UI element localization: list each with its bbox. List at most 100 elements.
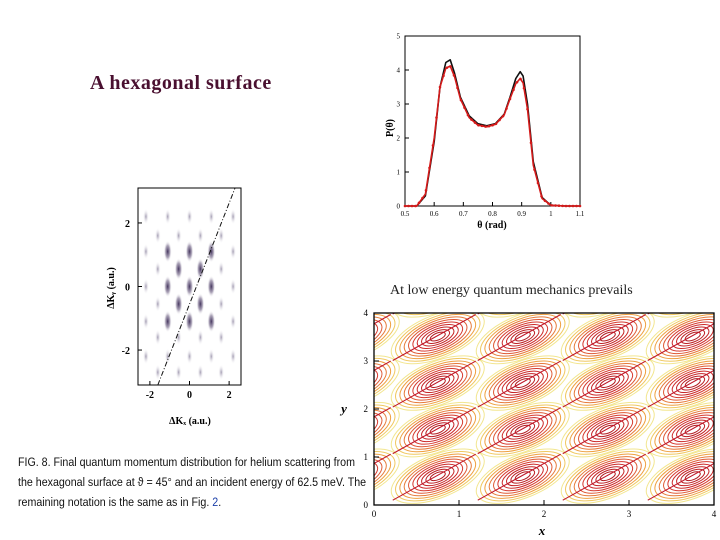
- contour-line: [578, 458, 638, 494]
- map-peak: [164, 208, 171, 225]
- p1-x-tick-label: 0.5: [401, 210, 410, 218]
- contour-line: [416, 370, 459, 396]
- map-peak: [185, 275, 194, 298]
- contour-x-axis-label: x: [538, 523, 546, 538]
- angular-distribution-chart: 0.5 0.6 0.7 0.8 0.9 1 1.1 0 1 2 3 4 5 P(θ) θ (rad): [385, 33, 585, 232]
- p1-series: [403, 59, 582, 208]
- contour-line: [493, 458, 553, 494]
- contour-line: [390, 355, 485, 411]
- map-peak: [142, 243, 149, 260]
- contour-line: [506, 326, 540, 347]
- contour-line: [374, 456, 387, 497]
- map-peak: [230, 313, 237, 330]
- contour-line: [663, 318, 714, 355]
- contour-line: [480, 313, 566, 362]
- p1-x-tick-label: 0.6: [430, 210, 439, 218]
- contour-line: [399, 453, 477, 499]
- separatrix-line: [374, 360, 392, 371]
- p1-data-point: [547, 202, 550, 205]
- contour-line: [334, 323, 372, 350]
- separatrix-line: [647, 416, 714, 455]
- contour-line: [663, 365, 714, 401]
- contour-line: [658, 409, 714, 450]
- p1-data-point: [449, 65, 452, 68]
- figure-caption: FIG. 8. Final quantum momentum distribut…: [18, 452, 366, 512]
- contour-line: [494, 305, 552, 311]
- contour-line: [586, 463, 629, 489]
- map-peak: [163, 240, 172, 263]
- contour-line: [480, 451, 566, 502]
- p1-data-point: [487, 124, 491, 128]
- p1-x-axis-label: θ (rad): [477, 220, 506, 231]
- contour-line: [374, 313, 396, 362]
- map-peak: [175, 227, 182, 244]
- map-y-tick-label: 2: [125, 219, 130, 230]
- map-blobs: [142, 208, 237, 381]
- contour-line: [560, 401, 655, 458]
- contour-line: [390, 448, 485, 504]
- contour-line: [680, 468, 706, 484]
- contour-line: [586, 417, 629, 443]
- contour-line: [421, 373, 455, 394]
- contour-y-tick-label: 2: [364, 404, 369, 414]
- caption-line-3-text: remaining notation is the same as in Fig…: [18, 495, 213, 509]
- separatrix-line: [562, 407, 647, 455]
- contour-line: [591, 419, 625, 440]
- contour-line: [412, 461, 464, 492]
- map-peak: [196, 258, 205, 281]
- slide-title: A hexagonal surface: [90, 72, 272, 94]
- contour-line: [403, 456, 472, 497]
- p1-data-point: [536, 181, 540, 185]
- separatrix-line: [477, 314, 562, 362]
- separatrix-line: [392, 314, 477, 362]
- separatrix-line: [562, 314, 647, 362]
- p1-data-point: [508, 97, 512, 101]
- contour-line: [667, 461, 714, 492]
- contour-line: [425, 468, 451, 484]
- contour-line: [399, 407, 477, 453]
- p1-y-tick-label: 3: [397, 101, 401, 109]
- contour-line: [591, 466, 625, 487]
- contour-line: [374, 357, 396, 409]
- contour-line: [595, 468, 621, 484]
- p1-y-tick-label: 2: [397, 135, 401, 143]
- contour-line: [374, 365, 383, 401]
- contour-line: [645, 401, 714, 458]
- contour-line: [506, 373, 540, 394]
- figure-reference-link[interactable]: 2: [212, 495, 219, 509]
- p1-data-point: [568, 204, 571, 208]
- map-peak: [208, 208, 215, 225]
- contour-line: [676, 466, 710, 487]
- contour-line: [506, 419, 540, 440]
- contour-line: [569, 453, 647, 499]
- contour-line: [374, 409, 387, 450]
- p1-data-point: [403, 204, 407, 208]
- map-peak: [197, 364, 204, 381]
- contour-x-tick-label: 4: [712, 509, 717, 519]
- map-peak: [154, 261, 161, 278]
- contour-line: [667, 414, 714, 445]
- map-peak: [163, 275, 172, 298]
- p1-data-point: [529, 141, 533, 145]
- p1-data-point: [480, 124, 484, 128]
- separatrix-line: [392, 360, 477, 408]
- contour-line: [493, 318, 553, 355]
- map-x-tick-label: -2: [146, 390, 154, 401]
- p1-series-red: [405, 65, 580, 207]
- p1-data-point: [526, 107, 529, 111]
- contour-line: [671, 463, 714, 489]
- contour-x-tick-label: 1: [457, 509, 462, 519]
- contour-line: [578, 412, 638, 448]
- contour-line: [578, 365, 638, 401]
- p1-data-point: [424, 189, 428, 192]
- separatrix-line: [562, 360, 647, 408]
- p1-data-point: [417, 201, 421, 205]
- contour-line: [510, 329, 536, 344]
- contour-line: [650, 357, 714, 409]
- p1-data-point: [554, 204, 557, 207]
- contour-line: [480, 404, 566, 455]
- p1-data-point: [561, 204, 564, 208]
- map-peak: [185, 240, 194, 263]
- p1-data-point: [522, 86, 526, 90]
- contour-y-tick-label: 0: [364, 500, 369, 510]
